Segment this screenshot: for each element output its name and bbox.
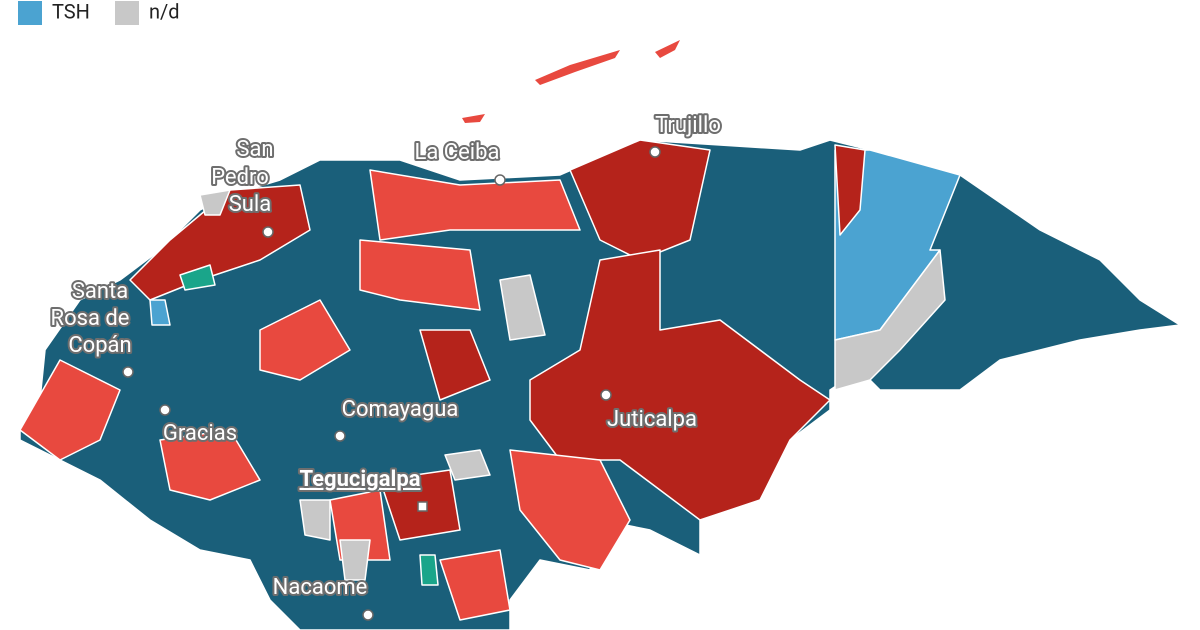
city-label: Sula	[229, 192, 272, 217]
region	[419, 554, 439, 586]
legend-label: n/d	[149, 0, 180, 23]
legend-swatch	[18, 1, 42, 25]
region	[159, 429, 261, 501]
city-markers	[122, 146, 661, 621]
city-label: San	[236, 137, 273, 162]
region	[444, 449, 491, 481]
city-dot	[649, 146, 661, 158]
region	[199, 189, 231, 216]
region	[834, 144, 866, 236]
island	[535, 50, 620, 85]
city-label: Pedro	[211, 165, 269, 190]
region	[439, 549, 511, 621]
region	[149, 299, 171, 326]
city-label: Comayagua	[342, 397, 459, 422]
capital-marker	[417, 501, 428, 512]
country	[19, 40, 1181, 630]
city-label: Copán	[68, 333, 131, 358]
region	[569, 139, 711, 261]
region	[19, 359, 121, 461]
region	[179, 264, 216, 291]
city-label: Juticalpa	[607, 407, 697, 432]
legend-swatch	[115, 1, 139, 25]
region	[259, 299, 351, 381]
city-label: La Ceiba	[415, 140, 500, 165]
city-label: Rosa de	[51, 306, 130, 331]
city-dot	[159, 404, 171, 416]
region	[299, 499, 331, 541]
city-labels: San Pedro Sula Santa Rosa de Copán La Ce…	[49, 111, 723, 602]
city-label: Nacaome	[273, 575, 368, 600]
region	[834, 249, 946, 391]
region	[359, 239, 481, 311]
legend-label: TSH	[52, 0, 90, 23]
city-dot	[362, 609, 374, 621]
region	[499, 274, 546, 341]
city-dot	[334, 430, 346, 442]
region	[129, 184, 311, 301]
legend: TSH n/d	[18, 0, 180, 25]
region	[419, 329, 491, 401]
region	[339, 539, 371, 581]
city-dot	[494, 174, 506, 186]
island	[462, 114, 485, 123]
city-label: Santa	[72, 279, 128, 304]
city-dot	[600, 389, 612, 401]
island	[655, 40, 680, 58]
city-label: Gracias	[163, 421, 237, 446]
city-dot	[262, 226, 274, 238]
region	[369, 169, 581, 241]
city-label: Trujillo	[655, 113, 721, 138]
region	[509, 449, 631, 571]
capital-label: Tegucigalpa	[299, 467, 420, 492]
city-dot	[122, 366, 134, 378]
